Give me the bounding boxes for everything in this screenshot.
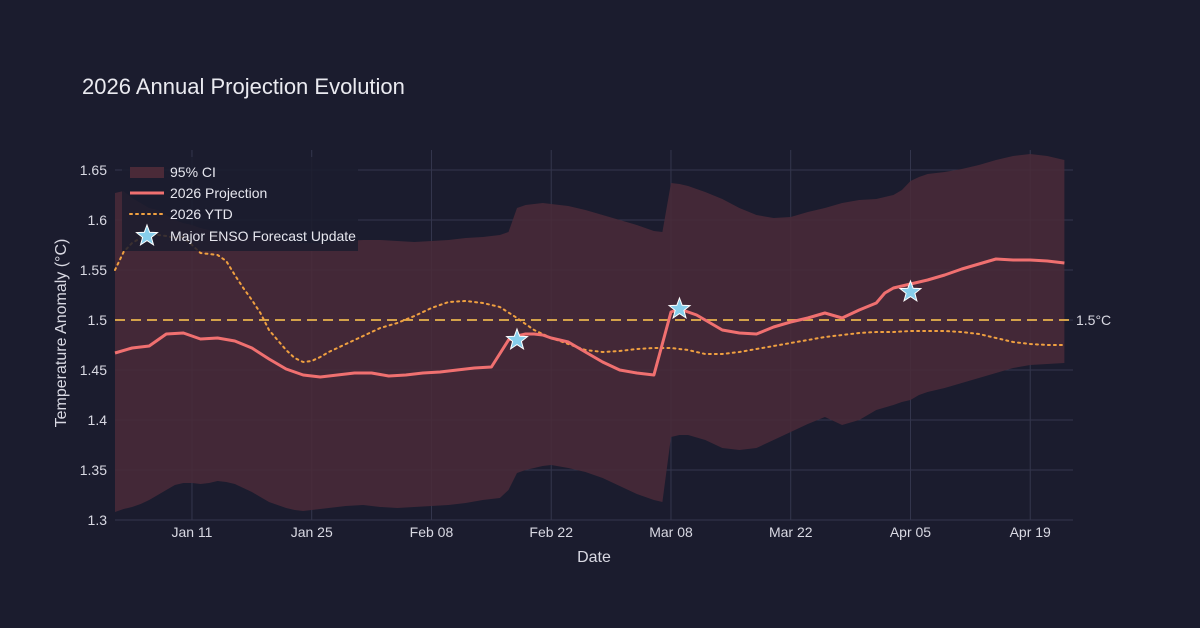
y-tick-label: 1.45	[80, 362, 107, 378]
enso-markers	[505, 279, 923, 351]
x-axis-title: Date	[577, 549, 611, 566]
enso-star-marker	[667, 296, 692, 320]
y-tick-label: 1.55	[80, 262, 107, 278]
y-tick-label: 1.6	[88, 212, 108, 228]
projection-series-line	[114, 257, 1065, 379]
enso-star-marker	[505, 327, 529, 351]
x-tick-label: Feb 08	[410, 524, 454, 540]
legend-label-projection: 2026 Projection	[170, 185, 267, 201]
x-tick-label: Mar 08	[649, 524, 693, 540]
y-axis: 1.3 1.35 1.4 1.45 1.5 1.55 1.6 1.65	[80, 162, 107, 528]
x-tick-label: Jan 25	[291, 524, 333, 540]
legend: 95% CI 2026 Projection 2026 YTD Major EN…	[122, 157, 358, 251]
x-tick-label: Mar 22	[769, 524, 813, 540]
y-tick-label: 1.4	[88, 412, 108, 428]
ytd-series-line	[114, 233, 1066, 364]
y-tick-label: 1.5	[88, 312, 108, 328]
legend-label-ci: 95% CI	[170, 164, 216, 180]
legend-swatch-ci	[130, 167, 164, 178]
x-tick-label: Apr 05	[890, 524, 931, 540]
y-axis-title: Temperature Anomaly (°C)	[53, 239, 70, 428]
x-tick-label: Apr 19	[1010, 524, 1051, 540]
chart-title: 2026 Annual Projection Evolution	[82, 74, 405, 99]
y-tick-label: 1.35	[80, 462, 107, 478]
legend-label-enso: Major ENSO Forecast Update	[170, 228, 356, 244]
legend-label-ytd: 2026 YTD	[170, 206, 233, 222]
y-tick-label: 1.65	[80, 162, 107, 178]
x-tick-label: Feb 22	[529, 524, 573, 540]
enso-star-marker	[898, 279, 923, 303]
x-tick-label: Jan 11	[171, 524, 212, 540]
threshold-label: 1.5°C	[1076, 312, 1111, 328]
x-axis: Jan 11 Jan 25 Feb 08 Feb 22 Mar 08 Mar 22 Apr …	[171, 524, 1051, 540]
legend-swatch-enso-star-icon	[135, 223, 159, 247]
y-tick-label: 1.3	[88, 512, 108, 528]
